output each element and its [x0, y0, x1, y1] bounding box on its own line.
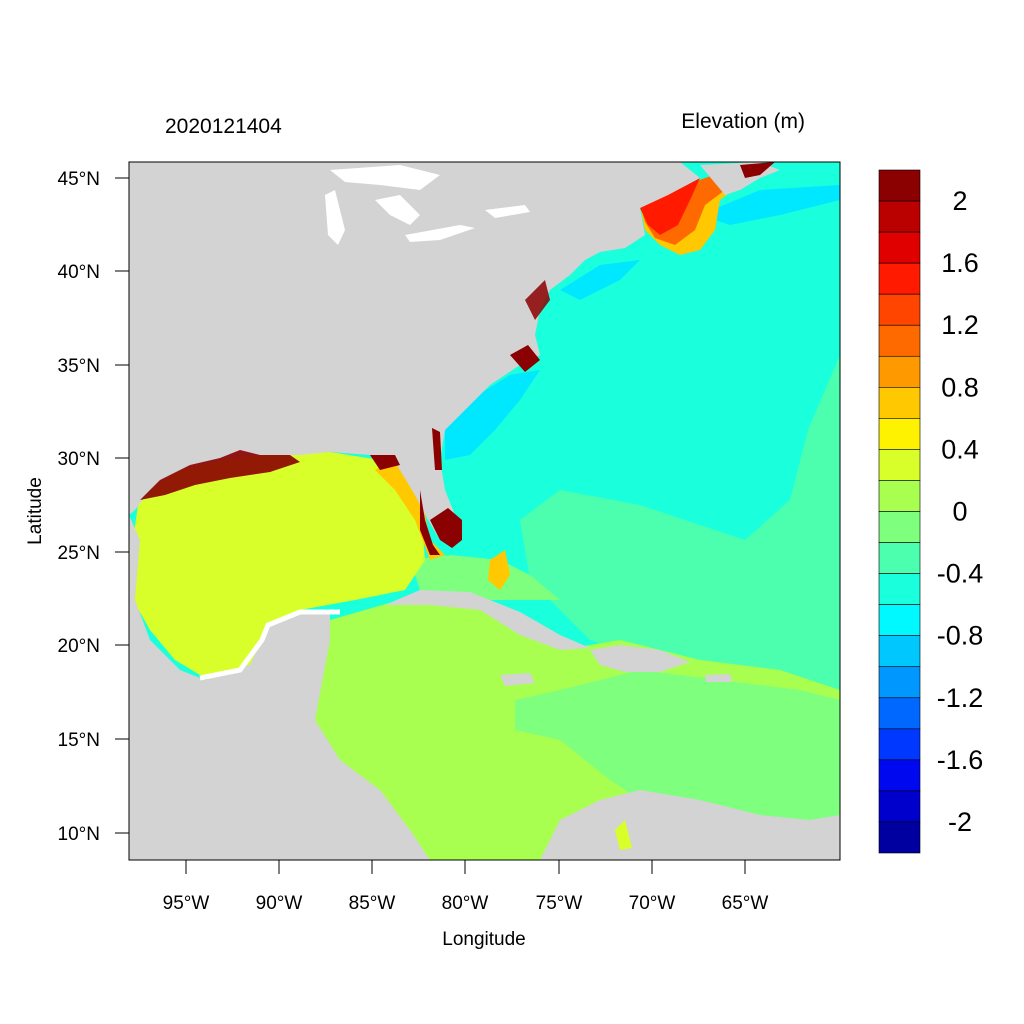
lake-superior — [330, 165, 440, 190]
y-axis-label: Latitude — [25, 477, 46, 545]
lat-tick-label: 30°N — [58, 449, 100, 470]
lat-ticks: 45°N 40°N 35°N 30°N 25°N 20°N 15°N 10°N — [58, 169, 129, 845]
lat-tick-label: 40°N — [58, 262, 100, 283]
colorbar-swatch — [878, 790, 921, 823]
colorbar-label: 0.4 — [941, 434, 979, 464]
lat-tick-label: 10°N — [58, 824, 100, 845]
florida-west-coast-surge-max — [420, 490, 440, 555]
gulf-of-mexico — [133, 452, 425, 678]
colorbar-swatch — [878, 355, 921, 388]
colorbar-swatch — [878, 262, 921, 295]
colorbar-label: -2 — [948, 807, 972, 837]
lat-tick-label: 25°N — [58, 543, 100, 564]
gulf-of-maine-inner — [640, 178, 700, 235]
colorbar-label: -0.8 — [937, 621, 984, 651]
colorbar-swatch — [878, 573, 921, 605]
lat-tick-label: 35°N — [58, 356, 100, 377]
carolina-sound-surge — [510, 345, 540, 372]
colorbar-swatch — [878, 387, 921, 419]
plot-frame — [128, 161, 841, 861]
puerto-rico-land — [705, 674, 732, 682]
colorbar-swatch — [878, 821, 921, 854]
lat-tick-label: 20°N — [58, 636, 100, 657]
date-label: 2020121404 — [165, 115, 282, 138]
hispaniola-land — [590, 645, 690, 672]
colorbar-swatch — [878, 697, 921, 730]
eastern-caribbean — [515, 670, 840, 830]
florida-straits — [410, 555, 560, 600]
x-axis-label: Longitude — [442, 929, 525, 950]
lon-tick-label: 95°W — [163, 893, 210, 914]
mexico-central-america-land — [129, 515, 430, 860]
northern-gulf-marsh-surge — [140, 450, 300, 500]
colorbar-swatch — [878, 200, 921, 233]
colorbar-swatch — [878, 511, 921, 543]
mid-atlantic-low-water — [560, 260, 640, 300]
big-bend-surge — [370, 455, 400, 470]
lon-tick-label: 80°W — [442, 893, 489, 914]
colorbar-swatch — [878, 231, 921, 264]
colorbar-label: -1.6 — [937, 745, 984, 775]
colorbar-swatch — [878, 418, 921, 450]
colorbar-swatch — [878, 604, 921, 636]
colorbar-labels: 2 1.6 1.2 0.8 0.4 0 -0.4 -0.8 -1.2 -1.6 -2 — [937, 186, 984, 837]
jamaica-land — [500, 673, 535, 686]
chesapeake-surge — [525, 280, 550, 320]
lon-tick-label: 70°W — [629, 893, 676, 914]
colorbar-swatch — [878, 449, 921, 481]
south-america-land — [540, 790, 840, 860]
nova-scotia-low-water — [700, 185, 840, 225]
colorbar-label: -1.2 — [937, 683, 984, 713]
bay-of-fundy-surge — [740, 162, 775, 178]
colorbar-label: -0.4 — [937, 559, 984, 589]
lake-michigan — [325, 190, 345, 245]
lat-tick-label: 45°N — [58, 169, 100, 190]
colorbar-swatch — [878, 324, 921, 357]
colorbar-label: 1.2 — [941, 310, 979, 340]
carolina-low-water — [445, 370, 540, 460]
colorbar — [878, 169, 921, 854]
yucatan-shelf-coast — [199, 609, 340, 681]
north-america-land — [129, 162, 700, 540]
colorbar-swatch — [878, 666, 921, 699]
map-panel — [129, 162, 840, 860]
colorbar-label: 2 — [952, 186, 967, 216]
lon-tick-label: 75°W — [536, 893, 583, 914]
colorbar-swatch — [878, 728, 921, 761]
colorbar-swatch — [878, 635, 921, 668]
lon-tick-label: 65°W — [722, 893, 769, 914]
lake-erie — [405, 225, 475, 242]
colorbar-swatch — [878, 759, 921, 792]
colorbar-swatch — [878, 542, 921, 574]
colorbar-swatch — [878, 480, 921, 512]
lon-ticks: 95°W 90°W 85°W 80°W 75°W 70°W 65°W — [163, 860, 769, 914]
variable-label: Elevation (m) — [681, 110, 805, 133]
outer-atlantic-band — [520, 355, 840, 690]
georgia-coast-surge — [432, 428, 442, 470]
colorbar-label: 0 — [952, 497, 967, 527]
maracaibo-surge — [615, 820, 632, 850]
lake-ontario — [485, 205, 530, 218]
colorbar-swatch — [878, 293, 921, 326]
lat-tick-label: 15°N — [58, 730, 100, 751]
lon-tick-label: 85°W — [349, 893, 396, 914]
colorbar-label: 0.8 — [941, 372, 979, 402]
colorbar-swatch — [878, 169, 921, 202]
lon-tick-label: 90°W — [256, 893, 303, 914]
cuba-land — [385, 590, 590, 650]
bahamas-bank-surge — [488, 550, 510, 590]
lake-huron — [375, 195, 420, 225]
south-florida-surge — [430, 508, 462, 548]
colorbar-label: 1.6 — [941, 248, 979, 278]
